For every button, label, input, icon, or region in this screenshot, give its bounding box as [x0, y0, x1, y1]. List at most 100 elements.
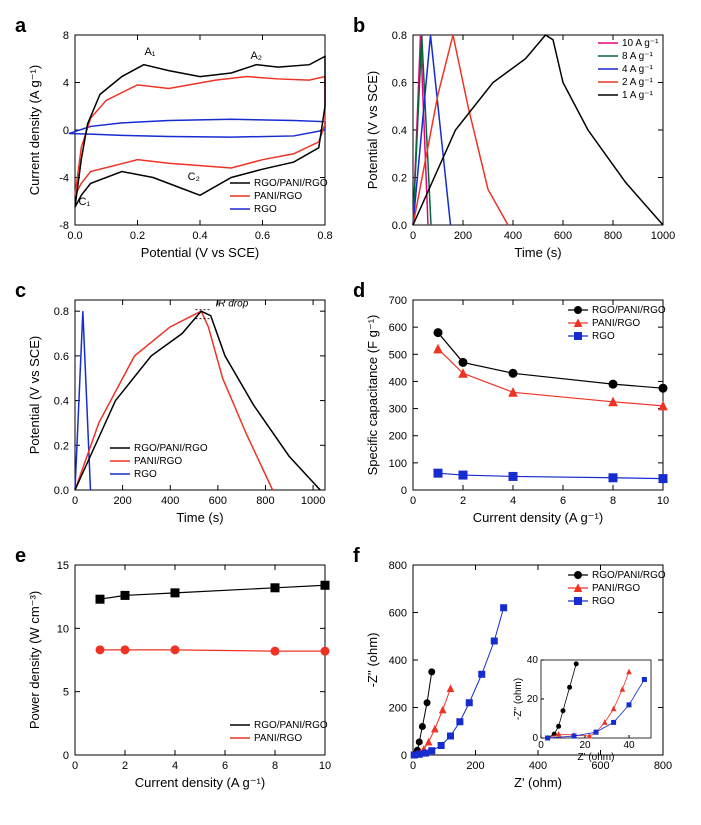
svg-text:400: 400	[389, 376, 407, 388]
svg-text:Current density (A g⁻¹): Current density (A g⁻¹)	[473, 510, 603, 525]
svg-text:0: 0	[72, 495, 78, 507]
svg-text:10: 10	[319, 760, 331, 772]
svg-text:15: 15	[57, 560, 69, 572]
svg-text:Z' (ohm): Z' (ohm)	[578, 752, 615, 763]
svg-text:20: 20	[527, 694, 539, 705]
panel-a: a0.00.20.40.60.8-8-4048Potential (V vs S…	[20, 20, 343, 270]
svg-text:4: 4	[172, 760, 178, 772]
svg-text:A₂: A₂	[250, 50, 262, 62]
svg-text:-Z'' (ohm): -Z'' (ohm)	[365, 633, 380, 688]
svg-text:400: 400	[161, 495, 179, 507]
svg-text:PANI/RGO: PANI/RGO	[592, 583, 640, 594]
svg-text:100: 100	[389, 458, 407, 470]
svg-text:4 A g⁻¹: 4 A g⁻¹	[622, 64, 654, 75]
svg-text:0.2: 0.2	[130, 230, 145, 242]
svg-text:RGO: RGO	[254, 204, 277, 215]
svg-text:0.4: 0.4	[54, 396, 69, 408]
svg-text:Time (s): Time (s)	[514, 245, 561, 260]
svg-text:2: 2	[122, 760, 128, 772]
svg-text:RGO/PANI/RGO: RGO/PANI/RGO	[254, 720, 328, 731]
panel-c: c020040060080010000.00.20.40.60.8Time (s…	[20, 285, 343, 535]
svg-text:C₂: C₂	[188, 171, 200, 183]
svg-text:0: 0	[538, 740, 544, 751]
svg-text:8 A g⁻¹: 8 A g⁻¹	[622, 51, 654, 62]
svg-text:4: 4	[510, 495, 516, 507]
svg-text:Current density (A g⁻¹): Current density (A g⁻¹)	[135, 775, 265, 790]
svg-text:10 A g⁻¹: 10 A g⁻¹	[622, 38, 659, 49]
svg-text:200: 200	[389, 431, 407, 443]
svg-text:A₁: A₁	[144, 46, 155, 58]
svg-text:600: 600	[209, 495, 227, 507]
svg-text:5: 5	[63, 687, 69, 699]
svg-text:0.0: 0.0	[54, 485, 69, 497]
svg-text:0: 0	[410, 230, 416, 242]
svg-text:10: 10	[57, 623, 69, 635]
panel-label-a: a	[15, 15, 26, 38]
panel-b: b020040060080010000.00.20.40.60.8Time (s…	[358, 20, 681, 270]
svg-text:RGO: RGO	[134, 469, 157, 480]
svg-text:0.6: 0.6	[392, 78, 407, 90]
panel-d: d02468100100200300400500600700Current de…	[358, 285, 681, 535]
svg-text:800: 800	[604, 230, 622, 242]
svg-text:0: 0	[532, 733, 538, 744]
svg-text:0.8: 0.8	[54, 306, 69, 318]
panel-label-c: c	[15, 280, 26, 303]
svg-text:200: 200	[113, 495, 131, 507]
svg-text:0.4: 0.4	[392, 125, 407, 137]
svg-text:10: 10	[657, 495, 669, 507]
svg-text:0: 0	[63, 750, 69, 762]
svg-text:0.4: 0.4	[192, 230, 207, 242]
svg-text:400: 400	[504, 230, 522, 242]
svg-text:0: 0	[401, 485, 407, 497]
svg-text:Z' (ohm): Z' (ohm)	[514, 775, 562, 790]
svg-text:RGO: RGO	[592, 596, 615, 607]
svg-text:1000: 1000	[651, 230, 675, 242]
svg-text:200: 200	[454, 230, 472, 242]
svg-text:2: 2	[460, 495, 466, 507]
svg-text:2 A g⁻¹: 2 A g⁻¹	[622, 77, 654, 88]
svg-text:0: 0	[401, 750, 407, 762]
svg-text:RGO/PANI/RGO: RGO/PANI/RGO	[134, 443, 208, 454]
svg-text:4: 4	[63, 78, 69, 90]
svg-text:Power density (W cm⁻³): Power density (W cm⁻³)	[27, 591, 42, 729]
svg-text:RGO/PANI/RGO: RGO/PANI/RGO	[592, 305, 666, 316]
svg-text:RGO/PANI/RGO: RGO/PANI/RGO	[254, 178, 328, 189]
svg-text:Specific capacitance (F g⁻¹): Specific capacitance (F g⁻¹)	[365, 315, 380, 476]
svg-text:8: 8	[610, 495, 616, 507]
svg-text:200: 200	[389, 703, 407, 715]
svg-text:20: 20	[579, 740, 591, 751]
svg-text:0.8: 0.8	[392, 30, 407, 42]
svg-text:0.2: 0.2	[392, 173, 407, 185]
svg-text:0.0: 0.0	[392, 220, 407, 232]
svg-text:1 A g⁻¹: 1 A g⁻¹	[622, 90, 654, 101]
svg-text:Potential (V vs SCE): Potential (V vs SCE)	[27, 336, 42, 455]
svg-text:600: 600	[554, 230, 572, 242]
svg-text:PANI/RGO: PANI/RGO	[592, 318, 640, 329]
svg-text:8: 8	[63, 30, 69, 42]
svg-text:0: 0	[63, 125, 69, 137]
svg-text:PANI/RGO: PANI/RGO	[134, 456, 182, 467]
svg-text:500: 500	[389, 349, 407, 361]
svg-text:RGO/PANI/RGO: RGO/PANI/RGO	[592, 570, 666, 581]
svg-text:200: 200	[466, 760, 484, 772]
svg-text:-4: -4	[59, 173, 69, 185]
panel-label-d: d	[353, 280, 365, 303]
svg-text:400: 400	[389, 655, 407, 667]
svg-text:800: 800	[389, 560, 407, 572]
svg-text:Time (s): Time (s)	[176, 510, 223, 525]
svg-text:6: 6	[222, 760, 228, 772]
svg-text:Potential (V vs SCE): Potential (V vs SCE)	[141, 245, 260, 260]
svg-text:700: 700	[389, 295, 407, 307]
svg-text:PANI/RGO: PANI/RGO	[254, 733, 302, 744]
panel-label-b: b	[353, 15, 365, 38]
svg-text:RGO: RGO	[592, 331, 615, 342]
svg-text:-Z'' (ohm): -Z'' (ohm)	[513, 678, 524, 720]
svg-text:0.0: 0.0	[67, 230, 82, 242]
svg-text:600: 600	[389, 608, 407, 620]
svg-text:40: 40	[527, 655, 539, 666]
svg-text:800: 800	[654, 760, 672, 772]
panel-e: e0246810051015Current density (A g⁻¹)Pow…	[20, 550, 343, 800]
svg-text:-8: -8	[59, 220, 69, 232]
svg-text:40: 40	[623, 740, 635, 751]
svg-text:600: 600	[389, 322, 407, 334]
